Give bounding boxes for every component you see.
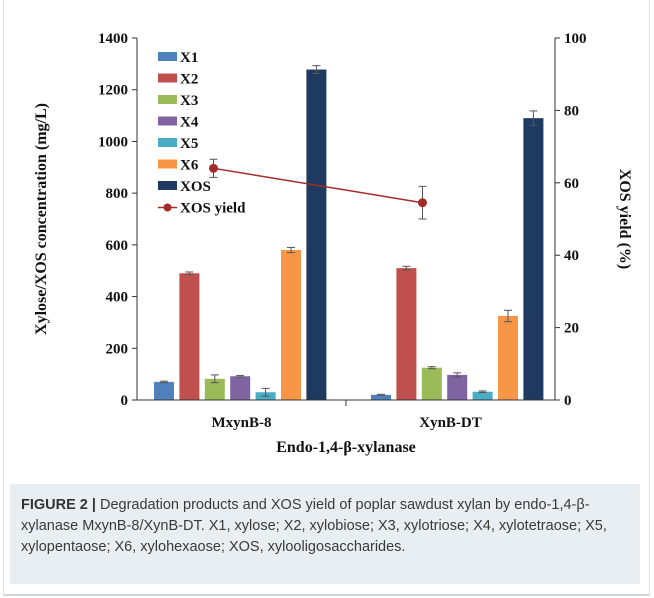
left-tick-label: 1200 (98, 83, 128, 99)
legend: X1 X2 X3 X4 X5 X6 XOS XOS yield (158, 50, 246, 217)
category-label: XynB-DT (419, 415, 482, 431)
category-label: MxynB-8 (212, 415, 272, 431)
legend-label: X4 (180, 115, 199, 131)
bar-xos-0 (306, 69, 327, 400)
bar-xos-1 (523, 118, 544, 401)
legend-swatch-xos (158, 181, 177, 190)
bar-x1-0 (154, 381, 174, 400)
right-tick-label: 40 (564, 248, 579, 264)
left-axis-ticks: 0 200 400 600 800 1000 1200 1400 (98, 31, 137, 409)
bar-x5-1 (472, 391, 493, 400)
bar-x6-1 (498, 315, 518, 400)
y-axis-title: Xylose/XOS concentration (mg/L) (33, 103, 50, 335)
yield-point (209, 163, 218, 173)
left-tick-label: 800 (106, 186, 129, 202)
bar-x6-0 (281, 250, 301, 400)
bar-x3-0 (204, 378, 225, 400)
left-tick-label: 1400 (98, 31, 128, 47)
yield-line-group (209, 158, 427, 220)
legend-line-marker (163, 203, 172, 212)
yield-line (213, 167, 423, 204)
figure-caption: FIGURE 2 | Degradation products and XOS … (21, 495, 633, 558)
legend-label: X2 (180, 72, 198, 88)
caption-label: FIGURE 2 | (21, 497, 96, 513)
category-labels: MxynB-8 XynB-DT (212, 415, 482, 431)
y2-axis-title: XOS yield (%) (616, 169, 633, 269)
right-tick-label: 60 (564, 176, 579, 192)
left-tick-label: 200 (106, 341, 129, 357)
right-tick-label: 0 (564, 393, 572, 409)
legend-swatch-x1 (158, 52, 177, 61)
right-axis-ticks: 0 20 40 60 80 100 (555, 31, 587, 409)
right-tick-label: 100 (564, 31, 587, 47)
right-tick-label: 20 (564, 321, 579, 337)
bar-x4-0 (230, 376, 251, 400)
legend-swatch-x5 (158, 138, 177, 147)
left-tick-label: 400 (106, 290, 129, 306)
bar-x3-1 (421, 367, 442, 400)
bar-x2-0 (179, 273, 200, 400)
right-tick-label: 80 (564, 103, 579, 119)
caption-text: Degradation products and XOS yield of po… (21, 497, 607, 555)
legend-label: XOS yield (180, 201, 246, 217)
bar-line-chart: 0 200 400 600 800 1000 1200 1400 0 20 40 60 80 100 M… (33, 31, 633, 456)
x-axis-title: Endo-1,4-β-xylanase (276, 439, 416, 456)
left-tick-label: 600 (106, 238, 129, 254)
bars-group (154, 69, 544, 401)
error-bars-group (160, 65, 538, 397)
left-tick-label: 1000 (98, 134, 128, 150)
bar-x1-1 (371, 394, 391, 400)
legend-swatch-x3 (158, 95, 177, 104)
caption-background (10, 484, 640, 584)
legend-label: X1 (180, 50, 198, 66)
bar-x2-1 (396, 268, 417, 400)
yield-point (418, 198, 427, 208)
legend-swatch-x6 (158, 159, 177, 169)
legend-swatch-x2 (158, 73, 177, 83)
axes-group (136, 38, 556, 406)
left-tick-label: 0 (121, 393, 129, 409)
legend-swatch-x4 (158, 116, 177, 126)
bar-x4-1 (447, 374, 468, 400)
legend-label: X3 (180, 93, 198, 109)
legend-label: X6 (180, 158, 199, 174)
legend-label: XOS (180, 179, 211, 195)
figure-frame (3, 0, 650, 596)
legend-label: X5 (180, 136, 198, 152)
